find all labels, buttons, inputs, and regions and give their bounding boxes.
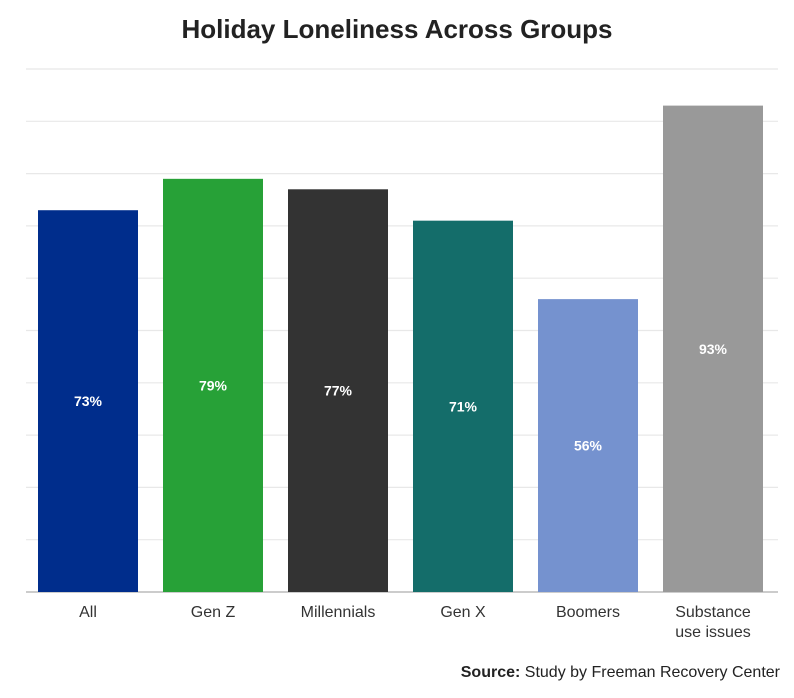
x-tick-label: Boomers	[556, 604, 620, 621]
bar-gen-z	[163, 178, 263, 592]
bar-millennials	[288, 189, 388, 593]
data-label: 73%	[74, 393, 103, 409]
source-text: Study by Freeman Recovery Center	[520, 664, 780, 681]
x-tick-label: Substance	[675, 604, 751, 621]
data-label: 56%	[574, 438, 603, 454]
data-label: 71%	[449, 398, 478, 414]
source-label: Source:	[460, 664, 521, 681]
x-tick-label: Millennials	[301, 604, 376, 621]
bar-gen-x	[413, 220, 513, 593]
bar-boomers	[538, 299, 638, 592]
data-label: 93%	[699, 341, 728, 357]
x-tick-label: All	[79, 604, 97, 621]
source-note: Source: Study by Freeman Recovery Center	[461, 664, 780, 682]
x-tick-label: Gen X	[440, 604, 486, 621]
data-label: 77%	[324, 383, 353, 399]
data-label: 79%	[199, 377, 228, 393]
x-tick-label: use issues	[675, 624, 751, 641]
bar-all	[38, 210, 138, 592]
x-tick-label: Gen Z	[191, 604, 236, 621]
bar-substance-use-issues	[663, 105, 763, 593]
chart-title: Holiday Loneliness Across Groups	[181, 14, 613, 44]
